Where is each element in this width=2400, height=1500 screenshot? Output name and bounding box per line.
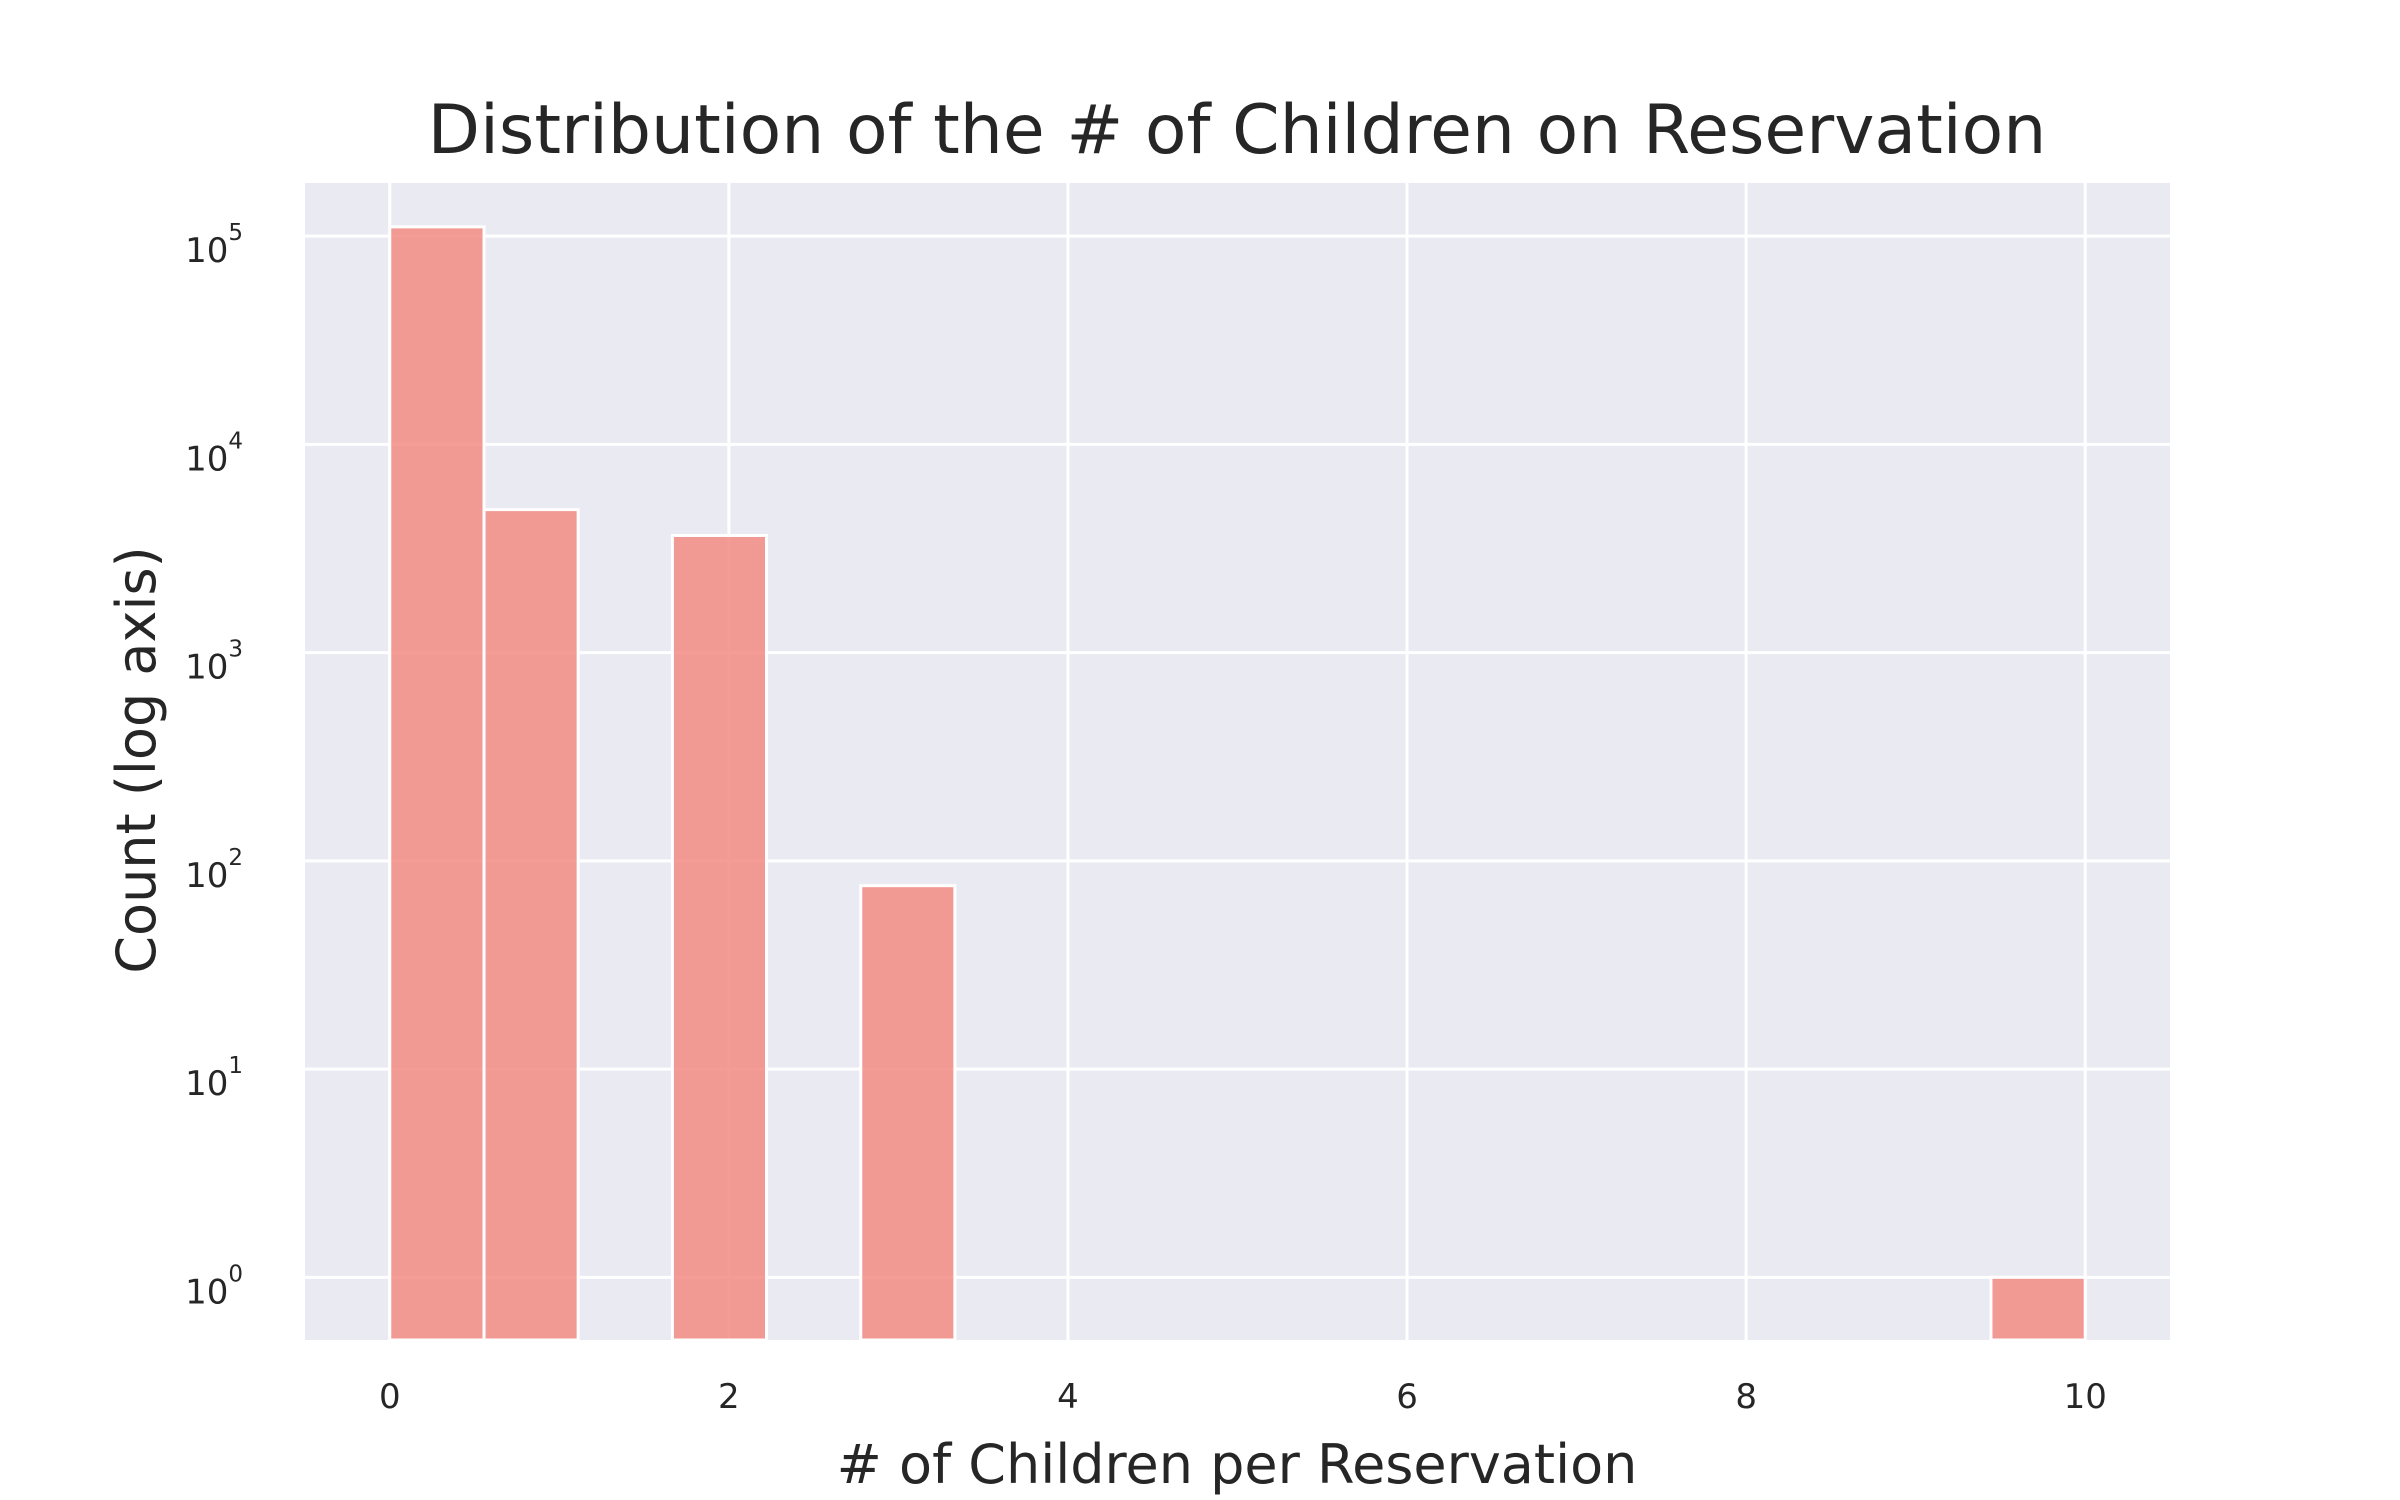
histogram-bar <box>1989 1275 2087 1342</box>
y-tick-label: 104 <box>185 428 243 479</box>
x-tick-label: 10 <box>2064 1377 2107 1417</box>
x-axis-label: # of Children per Reservation <box>837 1433 1638 1496</box>
x-tick-label: 8 <box>1735 1377 1757 1417</box>
histogram-bar <box>670 533 769 1342</box>
y-tick-label: 103 <box>185 637 243 688</box>
x-tick-label: 6 <box>1396 1377 1418 1417</box>
y-tick-label: 100 <box>185 1261 243 1312</box>
y-tick-label: 102 <box>185 845 243 896</box>
histogram-bar <box>388 225 486 1342</box>
y-axis-label: Count (log axis) <box>105 546 168 973</box>
chart-title: Distribution of the # of Children on Res… <box>428 91 2047 170</box>
y-tick-label: 105 <box>185 220 243 271</box>
histogram-bar <box>482 508 580 1342</box>
histogram-bar <box>859 884 957 1342</box>
x-axis-ticks: 0 2 4 6 8 10 <box>379 1377 2107 1417</box>
y-tick-label: 101 <box>185 1053 243 1104</box>
grid-lines <box>305 183 2170 1340</box>
x-tick-label: 0 <box>379 1377 401 1417</box>
x-tick-label: 2 <box>718 1377 740 1417</box>
x-tick-label: 4 <box>1057 1377 1079 1417</box>
bars <box>388 225 2087 1342</box>
y-axis-ticks: 100 101 102 103 104 105 <box>185 220 243 1312</box>
plot-area <box>305 183 2170 1340</box>
